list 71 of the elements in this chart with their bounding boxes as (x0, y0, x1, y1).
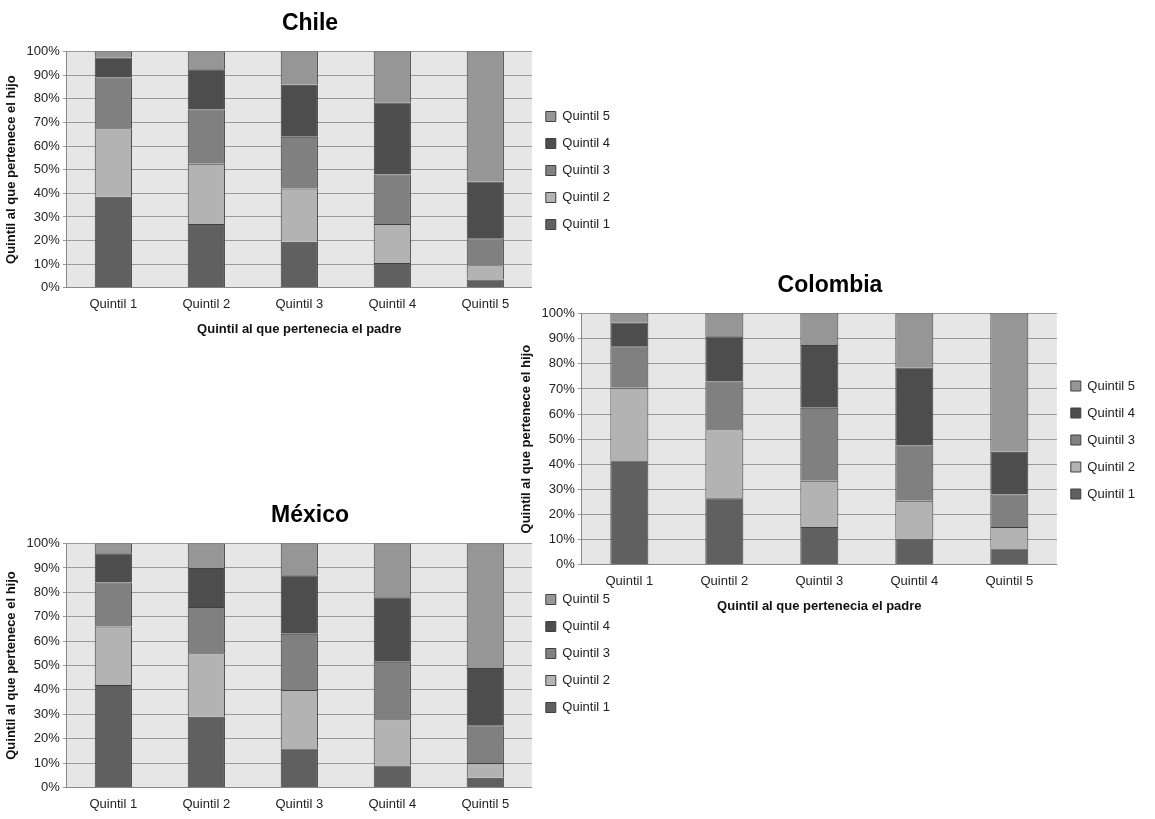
x-tick-label: Quintil 5 (985, 573, 1034, 589)
y-tick-label: 10% (33, 255, 61, 271)
y-tick-label: 80% (33, 90, 61, 106)
y-tick-label: 50% (548, 430, 576, 446)
legend-label: Quintil 3 (562, 645, 611, 661)
legend-label: Quintil 5 (562, 591, 611, 607)
chart-title: Colombia (777, 271, 883, 298)
x-tick-label: Quintil 1 (89, 795, 138, 811)
legend-label: Quintil 2 (1087, 458, 1136, 474)
x-tick-label: Quintil 4 (368, 795, 417, 811)
legend-label: Quintil 1 (562, 216, 611, 232)
y-tick-label: 70% (548, 380, 576, 396)
x-tick-label: Quintil 1 (605, 573, 654, 589)
legend-label: Quintil 2 (562, 189, 611, 205)
y-tick-label: 80% (548, 355, 576, 371)
legend-label: Quintil 4 (562, 135, 611, 151)
y-tick-label: 70% (33, 114, 61, 130)
chart-title: Chile (281, 9, 339, 36)
y-tick-label: 100% (26, 43, 61, 59)
y-tick-label: 100% (26, 535, 61, 551)
y-tick-label: 60% (548, 405, 576, 421)
x-axis-title: Quintil al que pertenecia el padre (717, 597, 922, 613)
y-tick-label: 90% (548, 330, 576, 346)
y-tick-label: 90% (33, 559, 61, 575)
y-tick-label: 0% (41, 279, 61, 295)
y-tick-label: 20% (548, 506, 576, 522)
x-tick-label: Quintil 4 (890, 573, 939, 589)
y-tick-label: 100% (541, 305, 576, 321)
y-tick-label: 30% (548, 481, 576, 497)
x-tick-label: Quintil 1 (89, 296, 138, 312)
y-axis-title: Quintil al que pertenece el hijo (3, 75, 19, 264)
chart-title: México (271, 501, 349, 528)
x-tick-label: Quintil 3 (275, 296, 324, 312)
y-tick-label: 50% (33, 657, 61, 673)
x-tick-label: Quintil 3 (275, 795, 324, 811)
y-tick-label: 0% (41, 778, 61, 794)
y-axis-title: Quintil al que pertenece el hijo (3, 571, 19, 760)
legend-label: Quintil 1 (1087, 485, 1136, 501)
y-tick-label: 20% (33, 232, 61, 248)
y-tick-label: 40% (33, 184, 61, 200)
legend-label: Quintil 4 (1087, 404, 1136, 420)
y-tick-label: 30% (33, 208, 61, 224)
legend-label: Quintil 4 (562, 618, 611, 634)
y-tick-label: 60% (33, 632, 61, 648)
x-tick-label: Quintil 5 (461, 296, 510, 312)
x-tick-label: Quintil 2 (182, 296, 231, 312)
y-tick-label: 10% (548, 531, 576, 547)
legend-label: Quintil 3 (1087, 431, 1136, 447)
legend-label: Quintil 2 (562, 672, 611, 688)
y-tick-label: 80% (33, 583, 61, 599)
y-tick-label: 70% (33, 608, 61, 624)
y-tick-label: 60% (33, 137, 61, 153)
y-tick-label: 90% (33, 66, 61, 82)
y-tick-label: 40% (33, 681, 61, 697)
y-tick-label: 0% (556, 556, 576, 572)
y-tick-label: 20% (33, 730, 61, 746)
y-tick-label: 50% (33, 161, 61, 177)
legend-label: Quintil 1 (562, 699, 611, 715)
y-tick-label: 40% (548, 455, 576, 471)
x-tick-label: Quintil 3 (795, 573, 844, 589)
y-axis-title: Quintil al que pertenece el hijo (518, 344, 534, 534)
x-tick-label: Quintil 5 (461, 795, 510, 811)
x-tick-label: Quintil 2 (182, 795, 231, 811)
y-tick-label: 10% (33, 754, 61, 770)
legend-label: Quintil 5 (1087, 377, 1136, 393)
x-tick-label: Quintil 4 (368, 296, 417, 312)
y-tick-label: 30% (33, 705, 61, 721)
legend-label: Quintil 5 (562, 108, 611, 124)
legend-label: Quintil 3 (562, 162, 611, 178)
x-axis-title: Quintil al que pertenecia el padre (197, 320, 402, 336)
x-tick-label: Quintil 2 (700, 573, 749, 589)
